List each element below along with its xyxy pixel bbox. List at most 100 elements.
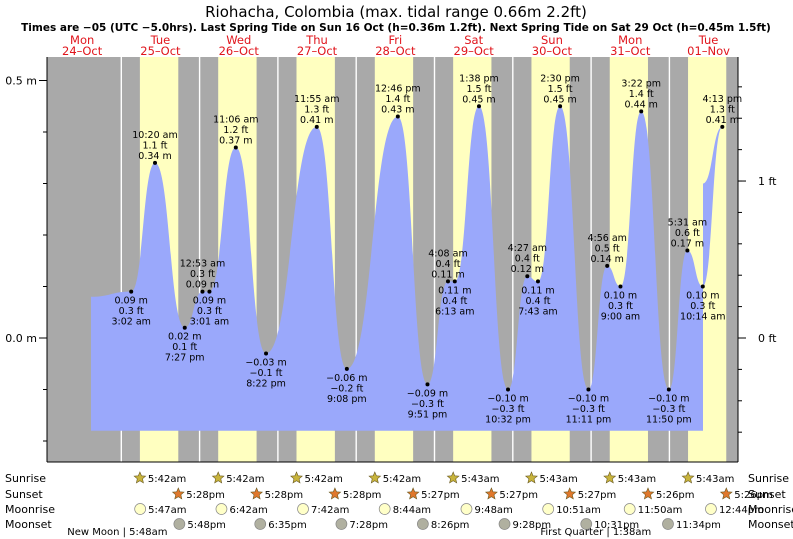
sunrise-icon (368, 471, 382, 484)
sunrise-icon (133, 471, 147, 484)
tide-label: 0.4 ft (442, 296, 467, 307)
tide-label: 3:02 am (111, 317, 150, 328)
tide-point (685, 248, 690, 253)
sunrise-icon (290, 471, 303, 484)
tide-point (506, 387, 511, 392)
tide-point (639, 109, 644, 114)
sunrise-icon (446, 471, 460, 484)
tide-label: 0.45 m (543, 94, 576, 105)
moonset-time: 8:26pm (431, 520, 470, 531)
tide-label: 0.11 m (438, 285, 471, 296)
tide-label: 1.3 ft (710, 104, 735, 115)
tide-point (182, 325, 187, 330)
moonset-icon (662, 518, 674, 530)
moonrise-time: 5:47am (148, 505, 186, 516)
moonset-time: 10:31pm (594, 520, 639, 531)
sunset-time: 5:27pm (578, 490, 617, 501)
tide-point (476, 104, 481, 109)
tide-label: 1:38 pm (459, 73, 499, 84)
tide-label: 1.4 ft (385, 94, 410, 105)
tide-point (314, 124, 319, 129)
tide-curve (91, 106, 723, 431)
sun-moon-table: Sunrise Sunrise Sunset Sunset Moonrise Moonri… (5, 471, 793, 538)
tide-label: 0.11 m (521, 285, 554, 296)
tide-label: 9:00 am (601, 312, 640, 323)
tide-label: 0.5 ft (595, 243, 620, 254)
sunrise-time: 5:43am (696, 474, 734, 485)
tide-label: 0.02 m (168, 332, 201, 343)
tide-label: 0.10 m (686, 291, 719, 302)
day-date: 30–Oct (532, 44, 573, 58)
sunset-icon (719, 487, 733, 500)
day-name: Tue (698, 33, 719, 47)
sunset-time: 5:27pm (421, 490, 460, 501)
tide-point (452, 279, 457, 284)
tide-label: 11:11 pm (566, 415, 612, 426)
day-date: 26–Oct (219, 44, 260, 58)
tide-label: 1.2 ft (223, 125, 248, 136)
chart-title: Riohacha, Colombia (max. tidal range 0.6… (205, 3, 587, 21)
tide-label: 0.17 m (671, 238, 704, 249)
sunrise-icon (524, 471, 538, 484)
moonrise-icon (215, 503, 228, 515)
tide-label: 0.37 m (219, 135, 252, 146)
tide-label: 7:27 pm (165, 353, 205, 364)
day-date: 01–Nov (687, 44, 730, 58)
tide-label: 0.09 m (114, 296, 147, 307)
sunset-time: 5:26pm (656, 490, 695, 501)
tide-label: 0.41 m (706, 115, 739, 126)
moonset-icon (580, 518, 593, 530)
tide-label: 0.10 m (604, 291, 637, 302)
tide-label: 0.6 ft (675, 228, 700, 239)
tide-label: 4:56 am (587, 233, 626, 244)
sunrise-time: 5:42am (383, 474, 421, 485)
tide-label: 1.1 ft (142, 140, 167, 151)
tide-label: 1.4 ft (629, 89, 654, 100)
tide-label: 0.3 ft (690, 301, 715, 312)
tide-point (558, 104, 563, 109)
moonrise-time: 12:44pm (719, 505, 764, 516)
day-name: Sun (541, 33, 563, 47)
tide-label: 0.3 ft (190, 269, 215, 280)
tide-point (264, 351, 269, 356)
sunset-icon (406, 487, 420, 500)
tide-label: 11:55 am (294, 94, 339, 105)
day-date: 29–Oct (454, 44, 495, 58)
sunset-icon (328, 487, 342, 500)
tide-label: 3:22 pm (621, 78, 661, 89)
right-tick-label: 1 ft (758, 175, 777, 188)
tide-point (129, 289, 134, 294)
moonrise-time: 9:48am (474, 505, 512, 516)
tide-label: 0.09 m (186, 280, 219, 291)
tide-label: 10:20 am (132, 130, 177, 141)
moonset-icon (173, 518, 186, 530)
tide-label: 1.5 ft (548, 84, 573, 95)
tide-label: 1.5 ft (466, 84, 491, 95)
row-label-left: Sunrise (5, 472, 46, 485)
tide-label: 2:30 pm (540, 73, 580, 84)
day-name: Tue (150, 33, 171, 47)
moonrise-icon (297, 503, 309, 515)
tide-label: −0.3 ft (652, 404, 685, 415)
moonset-time: 7:28pm (349, 520, 388, 531)
tide-label: 0.44 m (625, 99, 658, 110)
tide-label: −0.09 m (407, 388, 448, 399)
tide-point (586, 387, 591, 392)
moonset-time: 9:28pm (513, 520, 552, 531)
tide-label: 12:53 am (180, 259, 225, 270)
tide-label: 6:13 am (435, 306, 474, 317)
moonrise-icon (378, 503, 391, 515)
day-date: 24–Oct (62, 44, 103, 58)
tide-point (153, 160, 158, 165)
sunset-time: 5:28pm (265, 490, 304, 501)
sunrise-time: 5:42am (148, 474, 186, 485)
tide-label: 11:06 am (213, 114, 258, 125)
moonset-icon (335, 518, 348, 530)
tide-label: 0.4 ft (525, 296, 550, 307)
right-tick-label: 0 ft (758, 332, 777, 345)
moonset-time: 6:35pm (268, 520, 307, 531)
moonrise-time: 8:44am (393, 505, 431, 516)
sunrise-time: 5:43am (618, 474, 656, 485)
